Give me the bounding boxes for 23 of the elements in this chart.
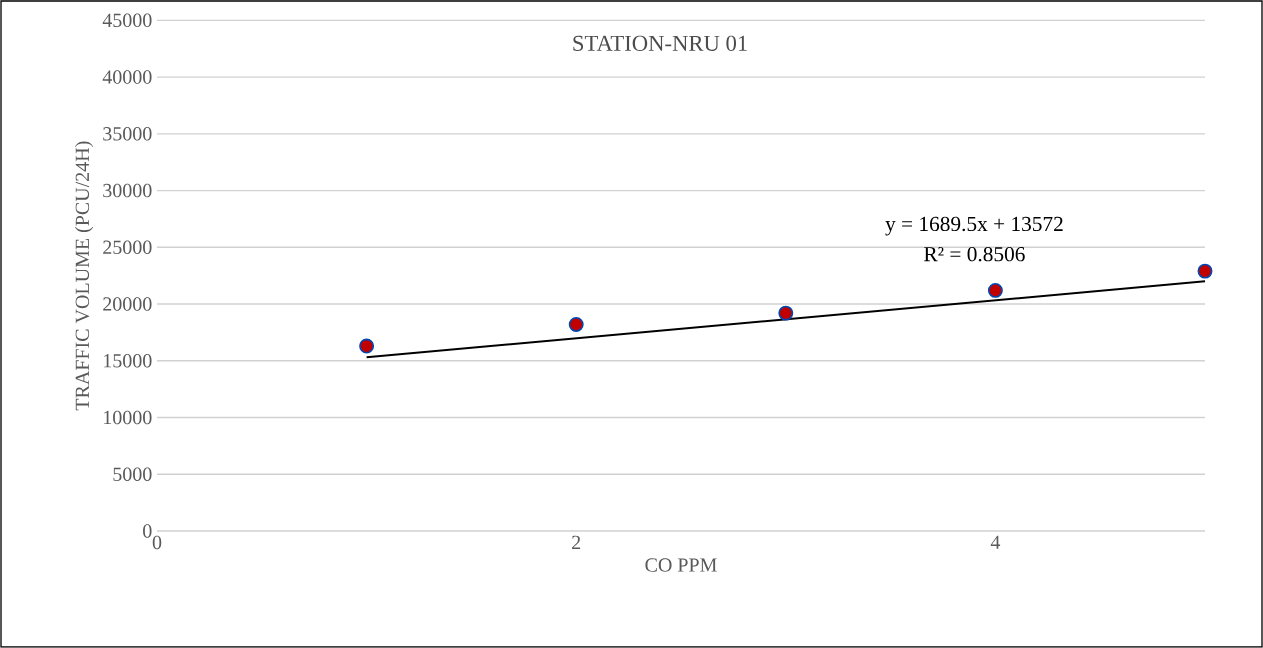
y-tick-label: 0 [143,524,152,538]
y-tick-label: 10000 [104,410,152,425]
x-tick-label: 4 [990,535,1001,549]
y-tick-label: 25000 [103,240,152,255]
x-tick-label: 2 [572,535,581,549]
text: STATION-NRU 01 [573,35,747,51]
annotation: R² = 0.8506 [924,246,1025,262]
point [1197,263,1213,279]
y-tick-label: 40000 [102,70,152,84]
y-tick-label: 35000 [103,127,152,141]
point [778,305,794,321]
y-tick-label: 5000 [113,467,152,481]
y-tick-label: 20000 [103,297,152,311]
y-tick-label: 45000 [102,13,152,28]
y-tick-label: 15000 [104,354,152,368]
point [987,282,1003,298]
point [568,316,584,332]
x-tick-label: 0 [152,535,162,550]
point [359,338,375,354]
annotation: y = 1689.5x + 13572 [885,216,1063,236]
x-axis-title: CO PPM [645,558,717,572]
y-tick-label: 30000 [103,183,152,198]
y-axis-title: TRAFFIC VOLUME (PCU/24H) [75,141,94,411]
